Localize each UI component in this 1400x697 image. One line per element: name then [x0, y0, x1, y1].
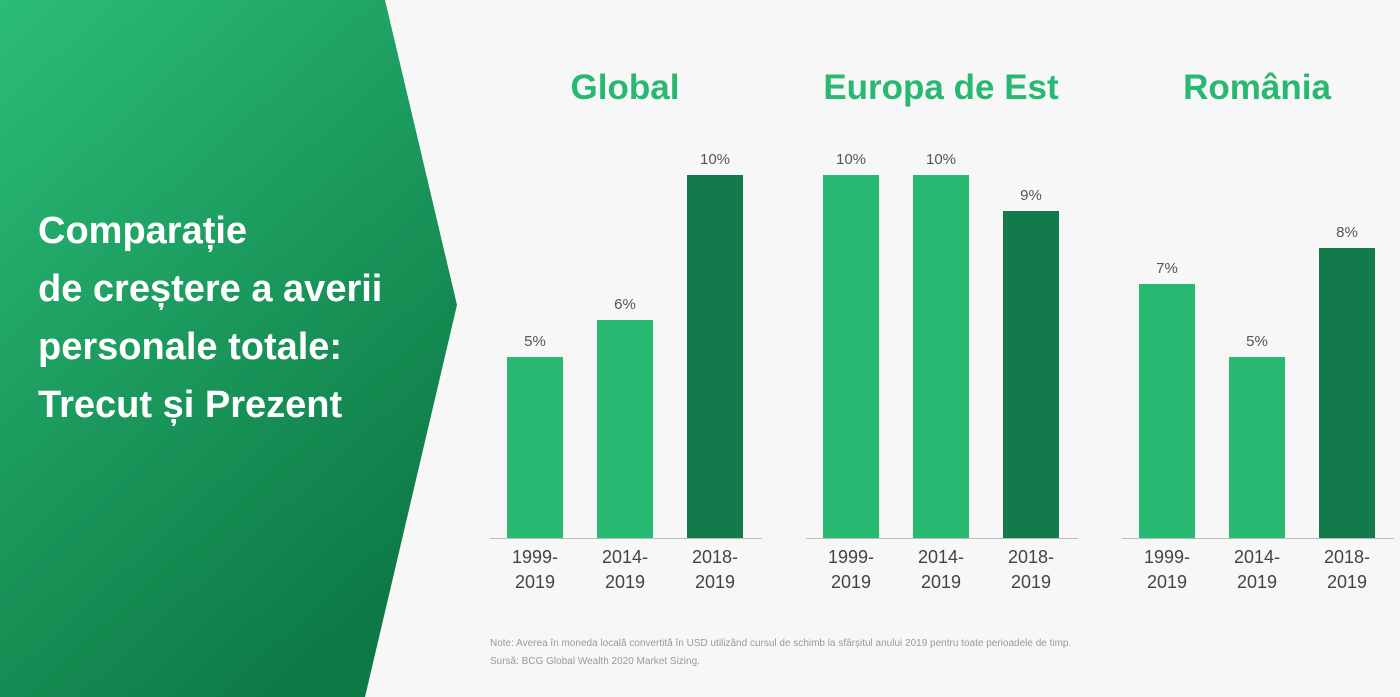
value-label: 5% — [524, 332, 546, 350]
arrow-shape — [0, 0, 457, 697]
bar — [823, 175, 879, 538]
x-tick-label: 2018-2019 — [1007, 547, 1055, 592]
title-line: Trecut și Prezent — [38, 384, 343, 426]
bar — [507, 356, 563, 538]
value-label: 10% — [925, 151, 957, 168]
note: Note: Averea în moneda locală convertită… — [490, 638, 1072, 649]
bar — [1229, 356, 1285, 538]
x-tick-label: 2014-2019 — [917, 547, 965, 592]
chart-title: Europa de Est — [823, 68, 1059, 107]
arrow-panel — [0, 0, 457, 697]
value-label: 7% — [1156, 259, 1178, 277]
value-label: 10% — [699, 151, 731, 168]
value-label: 6% — [614, 296, 636, 314]
bar — [1003, 211, 1059, 538]
bar — [913, 175, 969, 538]
title-line: de creștere a averii — [38, 268, 383, 310]
baseline — [490, 538, 762, 539]
baseline — [1122, 538, 1394, 539]
bar — [687, 175, 743, 538]
bar — [1319, 247, 1375, 538]
x-tick-label: 1999-2019 — [827, 547, 875, 592]
x-tick-label: 1999-2019 — [511, 547, 559, 592]
value-label: 9% — [1020, 187, 1042, 205]
x-tick-label: 2014-2019 — [1233, 547, 1281, 592]
bar — [1139, 283, 1195, 538]
bar — [597, 320, 653, 538]
x-tick-label: 2018-2019 — [1323, 547, 1371, 592]
title-line: Comparație — [38, 210, 248, 252]
x-tick-label: 2014-2019 — [601, 547, 649, 592]
x-tick-label: 1999-2019 — [1143, 547, 1191, 592]
x-tick-label: 2018-2019 — [691, 547, 739, 592]
value-label: 10% — [835, 151, 867, 168]
value-label: 5% — [1246, 332, 1268, 350]
chart-title: Global — [570, 68, 680, 107]
baseline — [806, 538, 1078, 539]
title-line: personale totale: — [38, 326, 343, 368]
value-label: 8% — [1336, 223, 1358, 241]
chart-title: România — [1183, 68, 1331, 107]
note: Sursă: BCG Global Wealth 2020 Market Siz… — [490, 656, 700, 667]
